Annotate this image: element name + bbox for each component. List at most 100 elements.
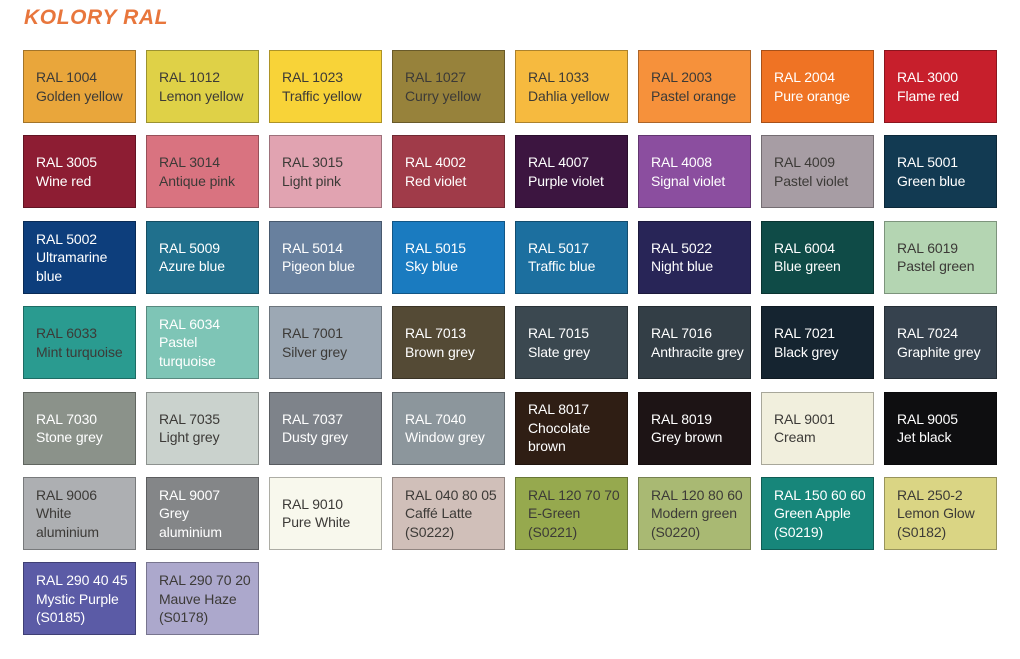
swatch-name: Pure orange [774, 87, 850, 104]
swatch-code: RAL 7030 [36, 410, 97, 427]
swatch-tile: RAL 4009 Pastel violet [761, 135, 874, 209]
swatch-name: Chocolate brown [528, 419, 591, 455]
swatch-code: RAL 6034 [159, 315, 220, 332]
swatch-code: RAL 7024 [897, 325, 958, 342]
swatch-tile: RAL 120 80 60 Modern green (S0220) [638, 476, 751, 550]
swatch-name: Anthracite grey [651, 343, 744, 360]
swatch-code: RAL 2004 [774, 69, 835, 85]
swatch-name: Pure White [282, 514, 351, 531]
swatch-tile: RAL 3000 Flame red [884, 50, 997, 123]
swatch-name: Light grey [159, 429, 220, 446]
swatch-tile: RAL 9007 Grey aluminium [146, 476, 259, 550]
swatch-code: RAL 3014 [159, 154, 220, 171]
swatch-name: Traffic yellow [282, 87, 362, 104]
swatch-code: RAL 5009 [159, 239, 220, 256]
swatch-tile: RAL 5009 Azure blue [146, 220, 259, 294]
swatch-name: Flame red [897, 87, 960, 104]
swatch-name: Cream [774, 429, 816, 446]
swatch-name: Graphite grey [897, 343, 981, 360]
swatch-code: RAL 9001 [774, 410, 835, 427]
swatch-code: RAL 7016 [651, 325, 712, 342]
swatch-code: RAL 7021 [774, 325, 835, 342]
swatch-tile: RAL 6034 Pastel turquoise [146, 306, 259, 380]
swatch-name: Azure blue [159, 258, 225, 275]
swatch-tile: RAL 6004 Blue green [761, 220, 874, 294]
swatch-name: Grey brown [651, 429, 723, 446]
swatch-tile: RAL 7016 Anthracite grey [638, 306, 751, 380]
swatch-code: RAL 7035 [159, 410, 220, 427]
swatch-name: Pigeon blue [282, 258, 355, 275]
swatch-name: Pastel orange [651, 87, 737, 104]
swatch-code: RAL 120 80 60 [651, 486, 743, 503]
swatch-tile: RAL 8019 Grey brown [638, 391, 751, 465]
swatch-name: Dahlia yellow [528, 87, 610, 104]
swatch-name: Mystic Purple [36, 590, 119, 607]
page-title: KOLORY RAL [24, 6, 169, 29]
swatch-name: E-Green [528, 505, 581, 522]
swatch-subcode: (S0220) [651, 523, 701, 540]
swatch-code: RAL 1004 [36, 69, 97, 85]
swatch-code: RAL 8019 [651, 410, 712, 427]
swatch-code: RAL 5014 [282, 239, 343, 256]
swatch-name: Stone grey [36, 429, 103, 446]
swatch-tile: RAL 1023 Traffic yellow [269, 50, 382, 123]
swatch-subcode: (S0222) [405, 523, 455, 540]
swatch-tile: RAL 290 70 20 Mauve Haze (S0178) [146, 562, 259, 636]
swatch-tile: RAL 9010 Pure White [269, 476, 382, 550]
swatch-code: RAL 6033 [36, 325, 97, 342]
swatch-name: Green Apple [774, 505, 851, 522]
swatch-code: RAL 3000 [897, 69, 958, 85]
swatch-code: RAL 5017 [528, 239, 589, 256]
swatch-code: RAL 1023 [282, 69, 343, 85]
swatch-code: RAL 5015 [405, 239, 466, 256]
swatch-code: RAL 040 80 05 [405, 486, 497, 503]
swatch-tile: RAL 1033 Dahlia yellow [515, 50, 628, 123]
swatch-code: RAL 4008 [651, 154, 712, 171]
swatch-name: Golden yellow [36, 87, 123, 104]
swatch-name: Jet black [897, 429, 952, 446]
swatch-tile: RAL 040 80 05 Caffé Latte (S0222) [392, 476, 505, 550]
swatch-code: RAL 9007 [159, 486, 220, 503]
swatch-code: RAL 7015 [528, 325, 589, 342]
swatch-name: Antique pink [159, 172, 235, 189]
swatch-tile: RAL 7040 Window grey [392, 391, 505, 465]
swatch-name: Mint turquoise [36, 343, 123, 360]
swatch-name: Black grey [774, 343, 839, 360]
swatch-name: Red violet [405, 172, 467, 189]
swatch-code: RAL 7013 [405, 325, 466, 342]
swatch-code: RAL 1027 [405, 69, 466, 85]
swatch-code: RAL 3005 [36, 154, 97, 171]
swatch-tile: RAL 6033 Mint turquoise [23, 306, 136, 380]
swatch-tile: RAL 4008 Signal violet [638, 135, 751, 209]
swatch-tile: RAL 4002 Red violet [392, 135, 505, 209]
swatch-tile: RAL 1012 Lemon yellow [146, 50, 259, 123]
swatch-code: RAL 150 60 60 [774, 486, 866, 503]
swatch-code: RAL 4002 [405, 154, 466, 171]
swatch-subcode: (S0219) [774, 523, 824, 540]
swatch-subcode: (S0178) [159, 609, 209, 626]
swatch-code: RAL 5002 [36, 230, 97, 247]
swatch-tile: RAL 5001 Green blue [884, 135, 997, 209]
swatch-subcode: (S0221) [528, 523, 578, 540]
swatch-tile: RAL 8017 Chocolate brown [515, 391, 628, 465]
swatch-name: Signal violet [651, 172, 726, 189]
swatch-name: Curry yellow [405, 87, 481, 104]
swatch-name: Pastel green [897, 258, 975, 275]
swatch-name: Traffic blue [528, 258, 596, 275]
swatch-code: RAL 8017 [528, 401, 589, 418]
swatch-tile: RAL 1027 Curry yellow [392, 50, 505, 123]
swatch-code: RAL 120 70 70 [528, 486, 620, 503]
swatch-code: RAL 7037 [282, 410, 343, 427]
swatch-name: Sky blue [405, 258, 458, 275]
swatch-name: Light pink [282, 172, 341, 189]
swatch-name: Wine red [36, 172, 92, 189]
swatch-name: Pastel turquoise [159, 334, 216, 369]
swatch-code: RAL 1033 [528, 69, 589, 85]
swatch-name: White aluminium [36, 505, 99, 540]
swatch-tile: RAL 3014 Antique pink [146, 135, 259, 209]
swatch-tile: RAL 5002 Ultramarine blue [23, 220, 136, 294]
swatch-code: RAL 3015 [282, 154, 343, 171]
swatch-tile: RAL 9005 Jet black [884, 391, 997, 465]
swatch-name: Brown grey [405, 343, 475, 360]
